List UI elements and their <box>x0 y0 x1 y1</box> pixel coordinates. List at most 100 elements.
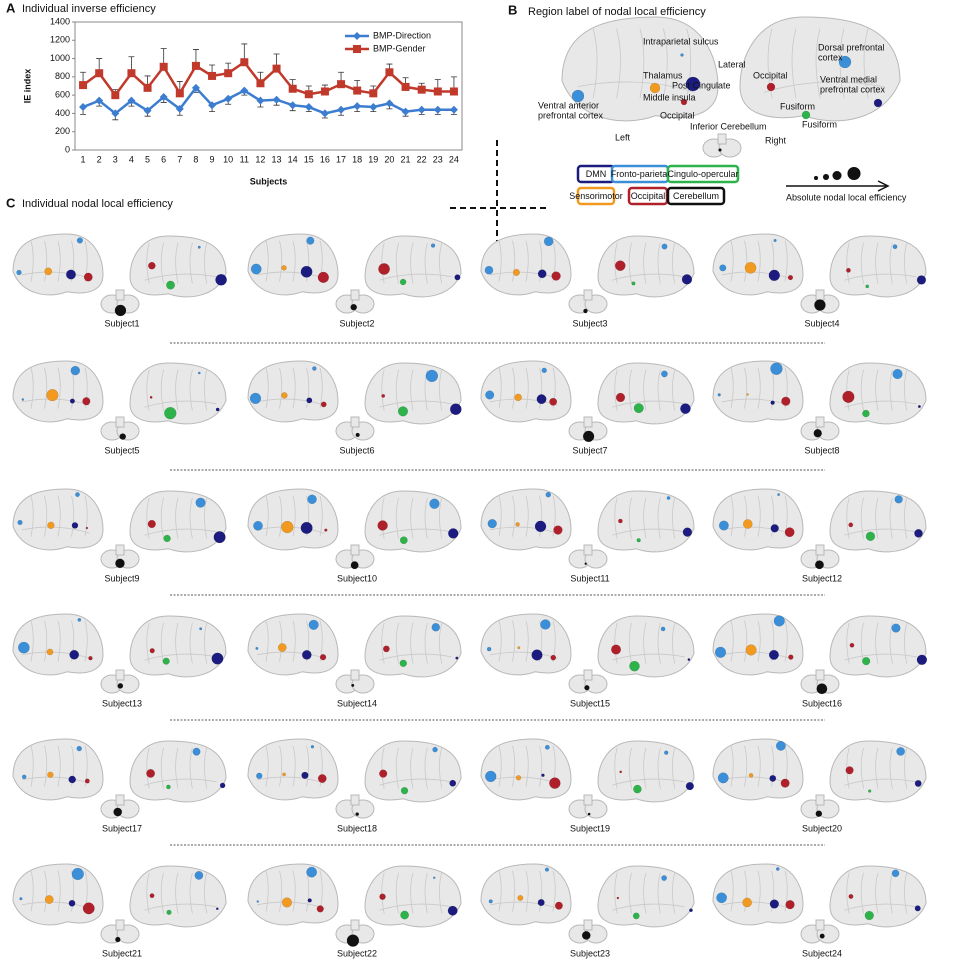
brain <box>247 360 339 423</box>
brain <box>129 490 227 553</box>
gyrus <box>846 242 850 284</box>
gyrus <box>319 367 323 409</box>
node <box>914 779 922 787</box>
gyrus <box>730 620 734 662</box>
node <box>838 55 852 69</box>
gyrus <box>30 367 34 409</box>
marker <box>304 90 313 99</box>
node <box>300 265 313 278</box>
node <box>431 623 441 632</box>
node <box>47 521 55 529</box>
gyrus <box>30 870 34 912</box>
node <box>430 243 436 248</box>
gyrus <box>424 747 428 789</box>
node <box>379 893 386 901</box>
marker <box>143 106 152 115</box>
node <box>769 899 779 909</box>
node <box>633 784 642 794</box>
gyrus <box>439 242 443 284</box>
region-label: Intraparietal sulcus <box>643 36 719 46</box>
gyrus <box>175 497 179 539</box>
node <box>146 769 156 778</box>
gyrus <box>643 369 647 411</box>
node <box>813 428 822 438</box>
gyrus <box>395 747 399 789</box>
region-label: Lateral <box>718 59 746 69</box>
node <box>531 649 543 661</box>
brain <box>12 738 104 801</box>
network-label: Cingulo-opercular <box>667 169 738 179</box>
subject-cell: Subject23 <box>480 863 695 958</box>
gyrus <box>424 497 428 539</box>
marker <box>256 79 265 88</box>
marker <box>433 105 442 114</box>
gyrus <box>628 242 632 284</box>
network-label: Occipital <box>631 191 666 201</box>
brainstem <box>583 544 593 556</box>
region-label: Thalamus <box>643 70 683 80</box>
node <box>846 267 851 273</box>
gyrus <box>84 620 88 662</box>
node <box>399 278 407 286</box>
node <box>541 367 547 374</box>
node <box>583 308 588 314</box>
gyrus <box>292 620 296 662</box>
gyrus <box>846 747 850 789</box>
subject-cell: Subject16 <box>712 613 928 708</box>
node <box>544 744 550 750</box>
brainstem <box>115 416 125 428</box>
gyrus <box>643 872 647 914</box>
gyrus <box>144 778 217 786</box>
node <box>355 812 360 816</box>
node <box>916 275 927 285</box>
y-tick-label: 400 <box>55 108 70 118</box>
subject-label: Subject13 <box>102 698 142 708</box>
gyrus <box>721 271 790 279</box>
gyrus <box>757 367 761 409</box>
gyrus <box>379 528 452 536</box>
gyrus <box>860 497 864 539</box>
x-tick-label: 13 <box>272 154 282 164</box>
brain <box>829 362 927 425</box>
network-box <box>576 186 616 206</box>
marker <box>159 92 168 101</box>
gyrus <box>146 242 150 284</box>
gyrus <box>279 240 283 282</box>
subject-label: Subject3 <box>572 318 607 328</box>
node <box>687 658 691 661</box>
brain <box>12 360 104 423</box>
brainstem <box>815 919 825 931</box>
brainstem <box>350 289 360 301</box>
gyrus <box>815 28 821 99</box>
gyrus <box>279 367 283 409</box>
brain <box>12 488 104 551</box>
node <box>718 148 722 152</box>
node <box>814 299 826 311</box>
node <box>256 900 260 903</box>
subject-cell: Subject21 <box>12 863 227 958</box>
node <box>68 775 77 784</box>
node <box>324 528 328 532</box>
node <box>447 905 458 916</box>
gyrus <box>265 495 269 537</box>
marker <box>79 81 88 90</box>
subject-label: Subject21 <box>102 948 142 958</box>
node <box>862 409 870 418</box>
network-label: Sensorimotor <box>569 191 623 201</box>
node <box>399 536 408 545</box>
node <box>873 98 883 108</box>
gyrus <box>410 369 414 411</box>
node <box>664 750 669 755</box>
gyrus <box>498 870 502 912</box>
gyrus <box>672 872 676 914</box>
node <box>199 627 203 631</box>
node <box>117 682 124 689</box>
marker <box>240 58 249 67</box>
node <box>718 520 729 531</box>
gyrus <box>614 747 618 789</box>
node <box>149 395 153 399</box>
node <box>307 494 317 505</box>
region-label: cortex <box>818 52 843 62</box>
gyrus <box>160 872 164 914</box>
